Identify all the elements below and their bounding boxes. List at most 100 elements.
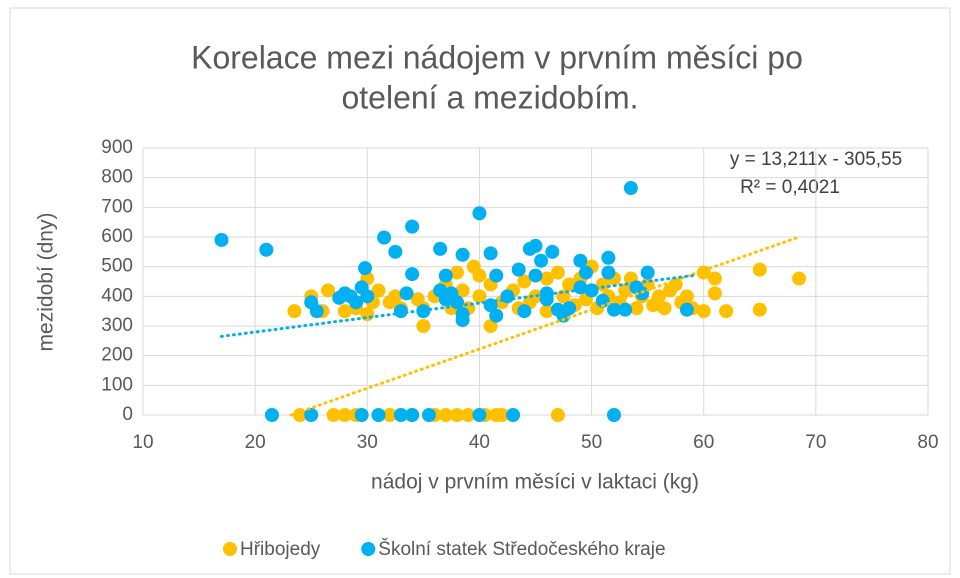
- point: [517, 304, 532, 319]
- y-tick-label: 600: [101, 226, 133, 247]
- x-tick-label: 80: [917, 432, 938, 453]
- point: [483, 246, 498, 261]
- point: [595, 293, 610, 308]
- point: [371, 283, 386, 298]
- point: [696, 265, 711, 280]
- point: [421, 408, 436, 422]
- point: [640, 265, 655, 280]
- y-tick-label: 0: [122, 404, 133, 425]
- point: [433, 241, 448, 256]
- point: [321, 283, 336, 298]
- point: [506, 408, 521, 422]
- point: [304, 408, 319, 422]
- point: [382, 408, 397, 422]
- point: [629, 301, 644, 316]
- point: [618, 283, 633, 298]
- point: [657, 301, 672, 316]
- point: [696, 304, 711, 319]
- point: [679, 289, 694, 304]
- point: [550, 265, 565, 280]
- point: [500, 289, 515, 304]
- point: [517, 274, 532, 289]
- point: [528, 289, 543, 304]
- legend-marker: [361, 542, 376, 556]
- point: [388, 289, 403, 304]
- trendline: [289, 235, 801, 417]
- x-axis-label: nádoj v prvním měsíci v laktaci (kg): [371, 471, 699, 494]
- point: [562, 277, 577, 292]
- point: [472, 408, 487, 422]
- point: [472, 268, 487, 283]
- point: [455, 283, 470, 298]
- point: [450, 408, 464, 422]
- y-tick-label: 100: [101, 374, 133, 395]
- point: [455, 313, 470, 328]
- point: [438, 268, 453, 283]
- y-tick-label: 700: [101, 196, 133, 217]
- point: [792, 271, 807, 286]
- point: [264, 408, 279, 422]
- point: [472, 289, 487, 304]
- point: [679, 302, 694, 317]
- point: [393, 304, 408, 319]
- point: [472, 206, 487, 221]
- point: [349, 295, 364, 310]
- point: [393, 408, 408, 422]
- point: [455, 247, 470, 262]
- point: [584, 283, 599, 298]
- trendline: [220, 274, 694, 338]
- y-axis-label: mezidobí (dny): [35, 213, 58, 352]
- y-tick-label: 300: [101, 315, 133, 336]
- point: [438, 408, 453, 422]
- point: [719, 304, 734, 319]
- point: [259, 242, 274, 257]
- point: [528, 238, 543, 253]
- y-tick-label: 400: [101, 285, 133, 306]
- point: [489, 308, 504, 323]
- point: [405, 408, 420, 422]
- chart-title: otelení a mezidobím.: [341, 79, 638, 115]
- legend-label: Hřibojedy: [240, 539, 321, 560]
- point: [707, 286, 722, 301]
- point: [360, 289, 375, 304]
- point: [601, 250, 616, 265]
- point: [405, 267, 420, 282]
- point: [309, 304, 324, 319]
- point: [337, 408, 352, 422]
- point: [601, 265, 616, 280]
- point: [550, 408, 565, 422]
- point: [607, 408, 621, 422]
- point: [326, 408, 341, 422]
- point: [461, 408, 476, 422]
- point: [623, 181, 638, 196]
- x-tick-label: 60: [693, 432, 714, 453]
- point: [360, 307, 375, 322]
- y-tick-label: 900: [101, 137, 133, 158]
- legend-marker: [223, 542, 237, 556]
- point: [287, 304, 302, 319]
- x-tick-label: 50: [581, 432, 602, 453]
- point: [494, 408, 509, 422]
- x-tick-label: 20: [245, 432, 266, 453]
- point: [358, 261, 373, 276]
- point: [607, 302, 621, 317]
- x-tick-label: 70: [805, 432, 826, 453]
- point: [534, 253, 549, 268]
- point: [528, 268, 543, 283]
- point: [511, 262, 526, 277]
- point: [752, 302, 767, 317]
- point: [573, 280, 588, 295]
- point: [489, 268, 504, 283]
- point: [651, 289, 666, 304]
- point: [405, 219, 420, 234]
- point: [416, 319, 431, 333]
- x-tick-label: 30: [357, 432, 378, 453]
- point: [539, 271, 554, 286]
- x-tick-label: 10: [132, 432, 153, 453]
- point: [354, 408, 369, 422]
- point: [573, 253, 588, 268]
- legend-label: Školní statek Středočeského kraje: [378, 538, 665, 560]
- point: [562, 301, 577, 316]
- x-tick-label: 40: [469, 432, 490, 453]
- point: [388, 244, 403, 259]
